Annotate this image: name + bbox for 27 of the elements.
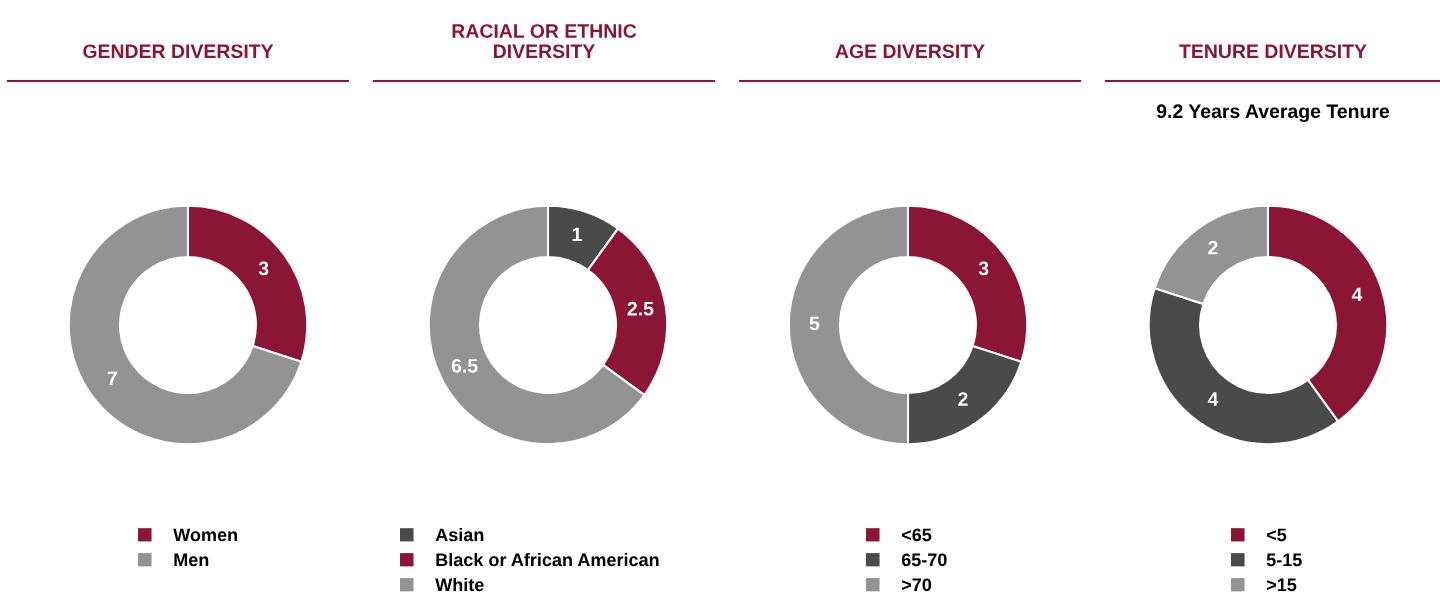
data-label: 6.5 [451, 358, 478, 373]
data-label: 3 [258, 261, 269, 276]
legend-label: <65 [901, 528, 932, 542]
legend-label: >70 [901, 578, 932, 592]
chart-title: RACIAL OR ETHNIC DIVERSITY [452, 24, 637, 59]
chart-title: GENDER DIVERSITY [83, 44, 274, 59]
data-label: 2 [958, 392, 968, 406]
chart-title: AGE DIVERSITY [835, 44, 985, 59]
data-label: 2 [1208, 240, 1218, 255]
legend-label: 65-70 [901, 553, 947, 567]
chart-title: TENURE DIVERSITY [1179, 44, 1367, 59]
legend-label: Men [174, 553, 209, 567]
data-label: 7 [107, 371, 117, 386]
legend-label: 5-15 [1266, 553, 1302, 567]
legend-label: Asian [435, 528, 484, 542]
legend-label: >15 [1266, 578, 1297, 592]
data-label: 4 [1351, 287, 1363, 302]
legend-label: Black or African American [436, 552, 659, 567]
data-label: 3 [978, 261, 989, 276]
data-label: 5 [809, 316, 820, 331]
chart-subtitle: 9.2 Years Average Tenure [1156, 104, 1390, 123]
legend-label: <5 [1266, 528, 1287, 542]
data-label: 2.5 [627, 301, 654, 316]
legend-label: White [435, 577, 484, 592]
legend-label: Women [173, 528, 237, 542]
data-label: 1 [572, 227, 582, 242]
data-label: 4 [1207, 392, 1219, 406]
